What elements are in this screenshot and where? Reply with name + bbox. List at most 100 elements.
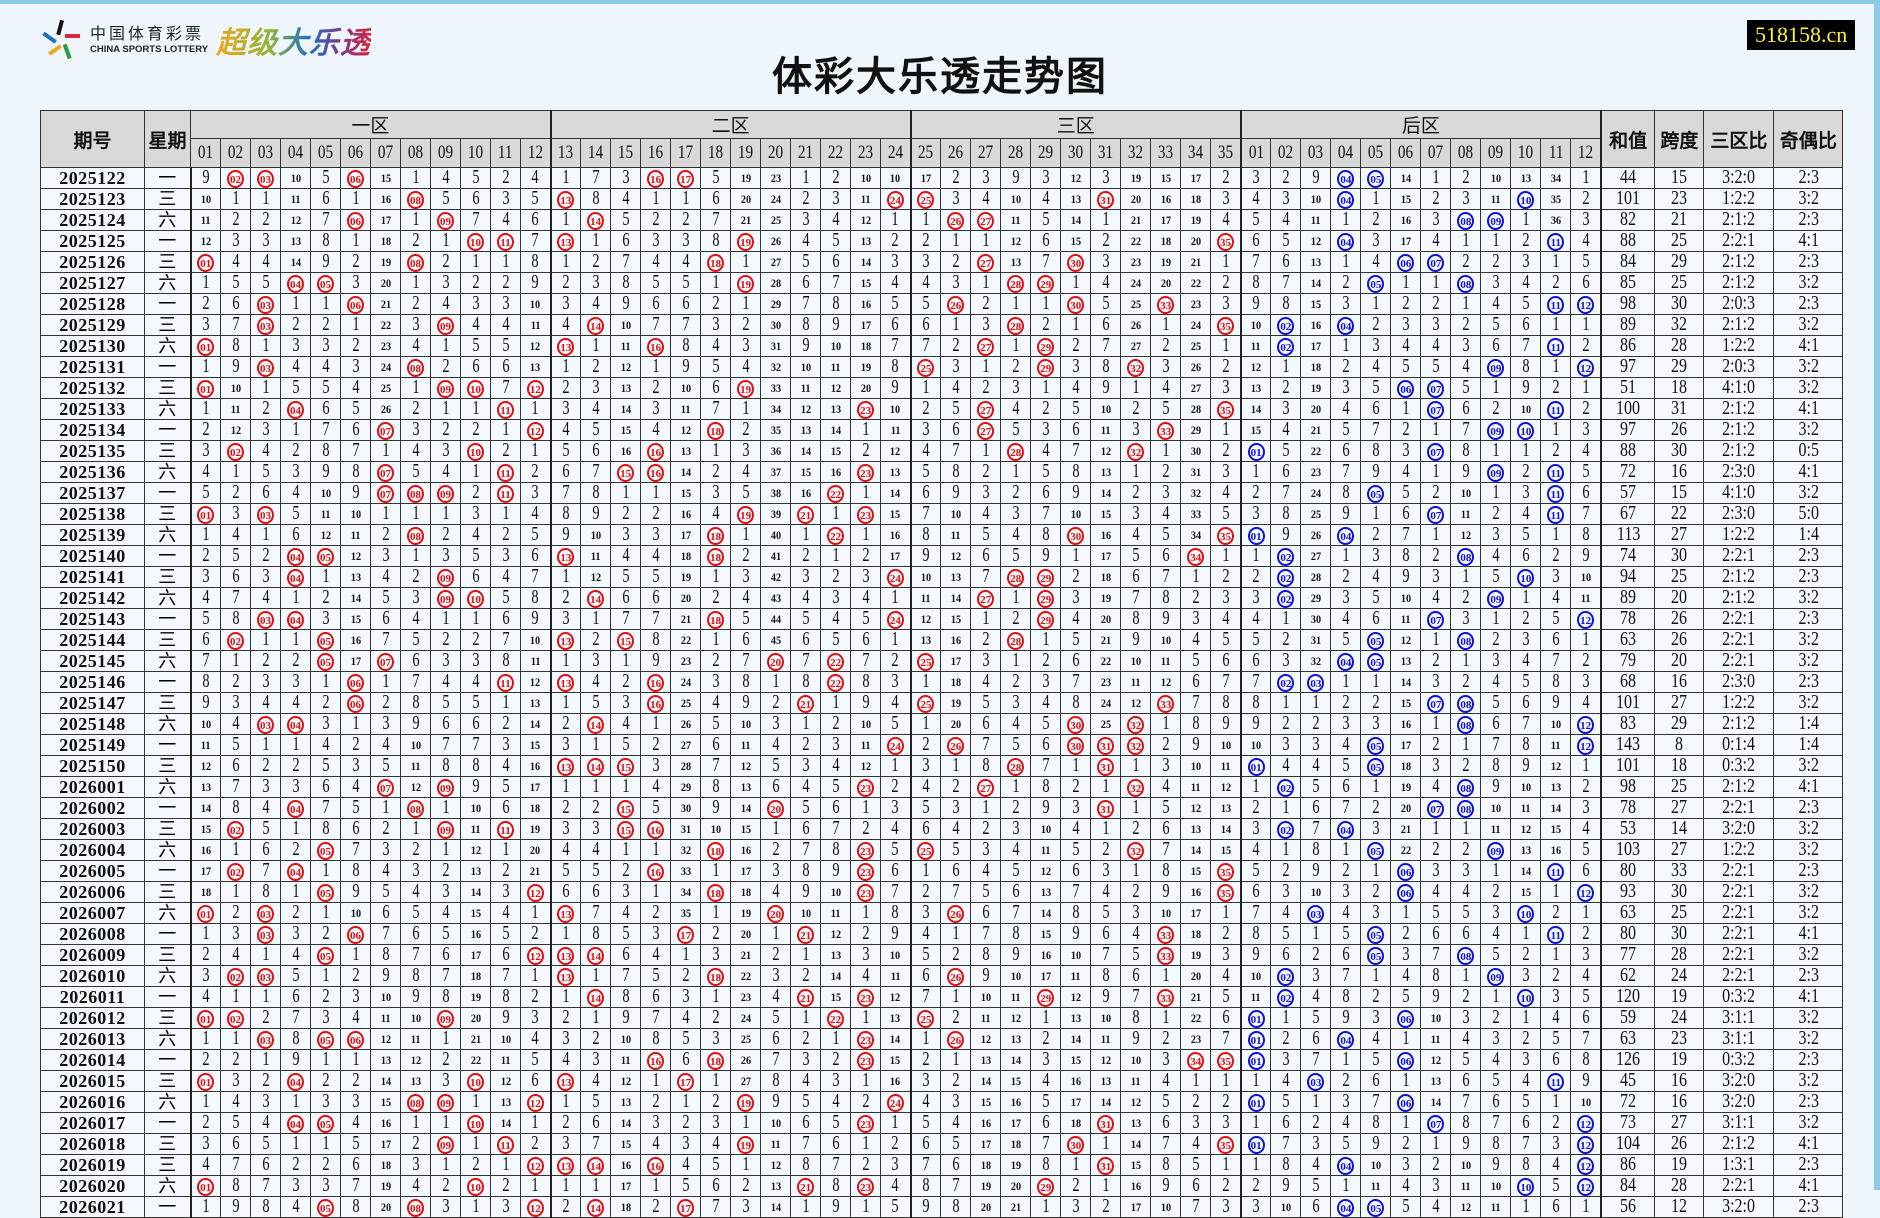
front-cell: 1: [191, 399, 221, 420]
front-omission-count: 18: [1191, 190, 1201, 209]
front-cell: 3: [1211, 294, 1241, 315]
front-omission-count: 13: [831, 400, 841, 419]
front-cell: 2: [191, 420, 221, 441]
front-number-label: 34: [1188, 142, 1203, 164]
front-omission-count: 5: [622, 210, 629, 229]
front-cell: 11: [191, 210, 221, 231]
back-number-label: 09: [1488, 142, 1503, 164]
front-cell: 1: [911, 378, 941, 399]
front-cell: 13: [521, 357, 551, 378]
back-omission-count: 1: [1282, 357, 1289, 376]
back-cell: 3: [1511, 252, 1541, 273]
front-omission-count: 2: [652, 378, 659, 397]
front-winning-ball: 19: [737, 380, 754, 398]
front-cell: 9: [1091, 378, 1121, 399]
header-front-number: 25: [911, 139, 941, 168]
back-number-label: 12: [1578, 142, 1593, 164]
front-cell: 26: [761, 231, 791, 252]
back-omission-count: 4: [1282, 210, 1289, 229]
front-omission-count: 3: [652, 231, 659, 250]
front-cell: 1: [881, 210, 911, 231]
front-omission-count: 20: [1131, 190, 1141, 209]
back-winning-ball: 06: [1397, 254, 1414, 272]
front-omission-count: 11: [801, 379, 811, 398]
zone-ratio-value: 2:0:3: [1722, 357, 1755, 376]
back-omission-count: 20: [1311, 400, 1321, 419]
back-omission-count: 1: [1342, 336, 1349, 355]
front-omission-count: 2: [1222, 273, 1229, 292]
front-cell: 7: [311, 210, 341, 231]
front-omission-count: 1: [442, 231, 449, 250]
zone-ratio-value: 2:1:2: [1722, 273, 1755, 292]
front-cell: 3: [1211, 189, 1241, 210]
front-omission-count: 4: [442, 168, 449, 187]
front-cell: 1: [221, 189, 251, 210]
front-omission-count: 3: [1162, 357, 1169, 376]
front-omission-count: 2: [202, 294, 209, 313]
front-cell: 24: [1181, 315, 1211, 336]
front-winning-ball: 27: [977, 254, 994, 272]
period-cell: 2025134: [41, 420, 145, 441]
period-cell: 2025133: [41, 399, 145, 420]
back-cell: 35: [1541, 189, 1571, 210]
front-omission-count: 18: [861, 337, 871, 356]
span-cell: 31: [1655, 399, 1704, 420]
front-winning-ball: 28: [1007, 275, 1024, 293]
front-cell: 18: [851, 336, 881, 357]
front-omission-count: 2: [832, 168, 839, 187]
front-winning-ball: 12: [527, 380, 544, 398]
header-front-number: 20: [761, 139, 791, 168]
period-cell: 2025125: [41, 231, 145, 252]
front-winning-ball: 02: [227, 170, 244, 188]
zone-ratio-cell: 2:1:2: [1704, 252, 1774, 273]
header-back-number: 10: [1511, 139, 1541, 168]
weekday-cell: 六: [145, 210, 191, 231]
back-cell: 4: [1271, 210, 1301, 231]
back-winning-ball: 02: [1277, 338, 1294, 356]
front-cell: 8: [881, 357, 911, 378]
front-omission-count: 5: [532, 189, 539, 208]
back-omission-count: 5: [1432, 357, 1439, 376]
odd-even-value: 4:1: [1798, 399, 1818, 418]
front-omission-count: 4: [682, 252, 689, 271]
sum-value: 86: [1620, 336, 1636, 355]
front-cell: 5: [791, 252, 821, 273]
front-cell: 5: [671, 273, 701, 294]
front-omission-count: 1: [1132, 378, 1139, 397]
back-omission-count: 3: [1282, 189, 1289, 208]
front-omission-count: 1: [952, 231, 959, 250]
front-omission-count: 16: [1161, 190, 1171, 209]
front-cell: 6: [461, 189, 491, 210]
front-cell: 3: [581, 378, 611, 399]
front-omission-count: 4: [982, 189, 989, 208]
front-cell: 1: [1211, 252, 1241, 273]
front-omission-count: 14: [290, 253, 300, 272]
front-omission-count: 11: [831, 358, 841, 377]
front-cell: 19: [731, 378, 761, 399]
front-omission-count: 2: [232, 210, 239, 229]
back-omission-count: 2: [1282, 378, 1289, 397]
back-omission-count: 1: [1492, 231, 1499, 250]
back-omission-count: 3: [1522, 252, 1529, 271]
front-cell: 25: [911, 357, 941, 378]
back-cell: 3: [1451, 336, 1481, 357]
front-cell: 4: [581, 294, 611, 315]
back-cell: 4: [1361, 357, 1391, 378]
front-omission-count: 2: [742, 420, 749, 439]
front-cell: 22: [1181, 273, 1211, 294]
period-cell: 2025126: [41, 252, 145, 273]
sum-value: 44: [1620, 168, 1636, 187]
front-omission-count: 4: [1102, 273, 1109, 292]
front-cell: 7: [581, 168, 611, 189]
front-omission-count: 19: [1191, 211, 1201, 230]
front-cell: 24: [881, 189, 911, 210]
front-omission-count: 6: [622, 231, 629, 250]
front-cell: 2: [1121, 399, 1151, 420]
front-omission-count: 1: [682, 189, 689, 208]
back-cell: 17: [1391, 231, 1421, 252]
front-omission-count: 9: [832, 315, 839, 334]
front-cell: 18: [701, 420, 731, 441]
front-cell: 12: [671, 420, 701, 441]
back-omission-count: 6: [1282, 252, 1289, 271]
front-cell: 27: [1121, 336, 1151, 357]
